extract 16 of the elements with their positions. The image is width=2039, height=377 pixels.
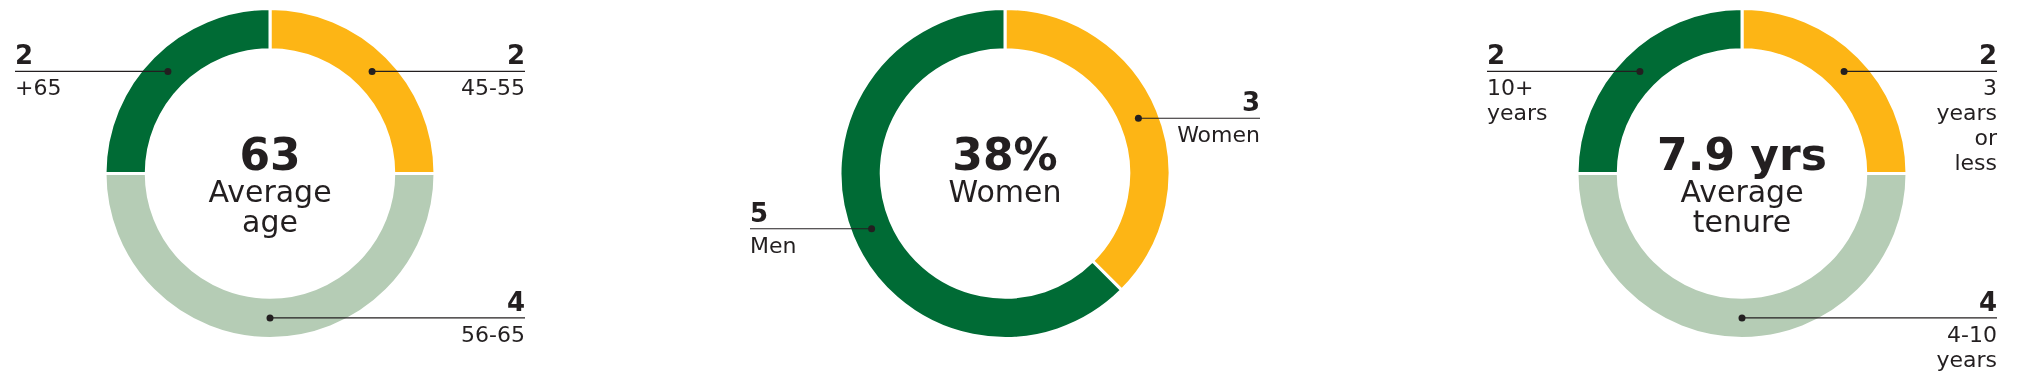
slice-label: 4-10 years bbox=[1936, 321, 1997, 372]
slice-label: 45-55 bbox=[461, 75, 525, 101]
data-label: 3 bbox=[1241, 87, 1260, 118]
slice-label: 3 years or less bbox=[1936, 75, 1998, 176]
data-label: 2 bbox=[506, 40, 525, 71]
data-label: 2 bbox=[1978, 40, 1997, 71]
slice-label: +65 bbox=[15, 75, 62, 101]
data-label: 4 bbox=[506, 286, 525, 317]
data-label: 5 bbox=[750, 197, 769, 228]
slice-label: Men bbox=[750, 232, 797, 258]
slice-label: 56-65 bbox=[461, 321, 525, 347]
data-label: 4 bbox=[1978, 286, 1997, 317]
slice-label: Women bbox=[1177, 122, 1260, 148]
data-label: 2 bbox=[15, 40, 34, 71]
slice-label: 10+ years bbox=[1487, 75, 1548, 126]
data-label: 2 bbox=[1487, 40, 1506, 71]
